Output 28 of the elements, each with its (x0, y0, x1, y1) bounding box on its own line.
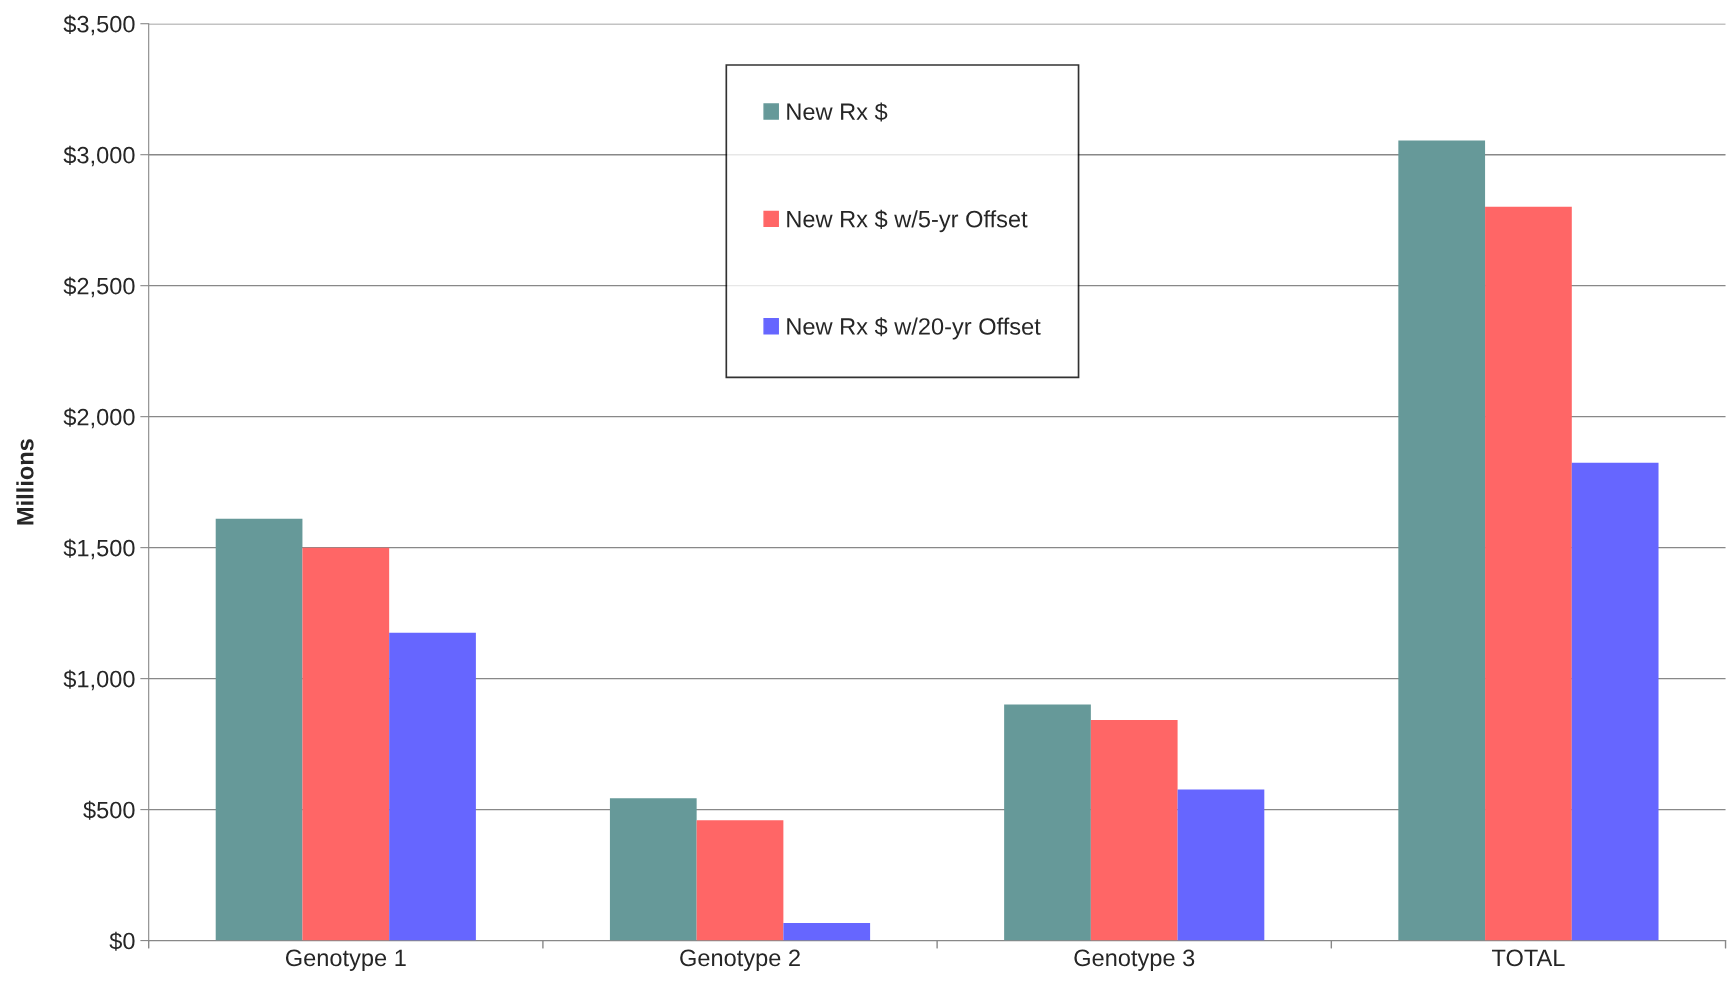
y-tick-label: $1,500 (63, 538, 135, 560)
x-tick-label: Genotype 1 (285, 949, 406, 971)
y-tick-label: $2,000 (63, 407, 135, 429)
y-tick-label: $1,000 (63, 669, 135, 691)
bar (1485, 206, 1572, 941)
legend-label: New Rx $ (787, 102, 888, 122)
x-tick-label: TOTAL (1492, 949, 1565, 967)
bar (1177, 789, 1265, 941)
bar (1090, 720, 1178, 941)
x-tick-label: Genotype 2 (680, 949, 800, 971)
bar (1004, 704, 1091, 941)
bar (783, 923, 871, 941)
bar (696, 820, 784, 941)
y-tick-label: $3,000 (63, 145, 135, 167)
x-tick-label: Genotype 3 (1074, 949, 1195, 971)
legend-label: New Rx $ w/20-yr Offset (787, 317, 1041, 340)
y-tick-label: $3,500 (63, 14, 135, 36)
y-tick-label: $2,500 (63, 276, 135, 298)
bar (302, 547, 390, 941)
y-tick-label: $0 (109, 931, 135, 951)
bar (1398, 140, 1486, 941)
bar (609, 798, 697, 941)
bar (389, 632, 476, 941)
y-axis-title: Millions (16, 439, 34, 525)
bar (1571, 462, 1659, 941)
y-tick-label: $500 (83, 800, 135, 820)
bar (215, 518, 303, 941)
legend-label: New Rx $ w/5-yr Offset (787, 209, 1028, 233)
